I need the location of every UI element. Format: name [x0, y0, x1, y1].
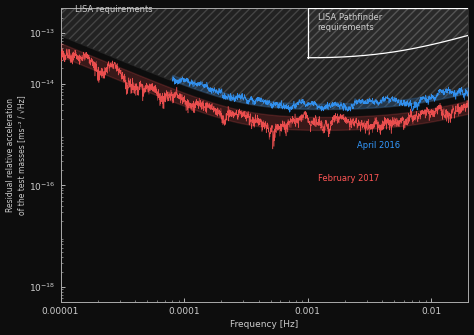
Text: April 2016: April 2016 — [357, 141, 400, 150]
Y-axis label: Residual relative acceleration
of the test masses [ms⁻² / √Hz]: Residual relative acceleration of the te… — [6, 95, 27, 215]
Text: LISA Pathfinder
requirements: LISA Pathfinder requirements — [318, 13, 382, 32]
X-axis label: Frequency [Hz]: Frequency [Hz] — [230, 321, 299, 329]
Text: LISA requirements: LISA requirements — [74, 5, 152, 14]
Text: February 2017: February 2017 — [318, 175, 379, 184]
